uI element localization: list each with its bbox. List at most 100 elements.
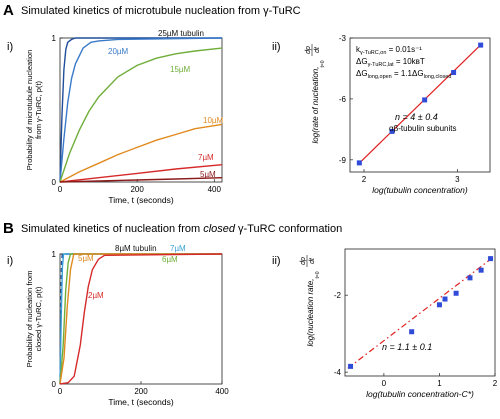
param-rest: = 0.01s⁻¹ [386, 45, 422, 54]
panel-b-title: Simulated kinetics of nucleation from cl… [21, 223, 342, 235]
series-line [59, 164, 223, 183]
series-line [59, 37, 223, 183]
y-tick-label: -9 [339, 156, 347, 165]
derivative-eval: t=0 [315, 271, 321, 278]
param-rest: = 1.1ΔG [392, 69, 424, 78]
data-point [389, 128, 395, 134]
plot-frame [344, 248, 496, 377]
derivative-numerator: dp [300, 257, 307, 265]
y-tick-label: -3 [339, 34, 347, 43]
x-tick-label: 400 [215, 387, 229, 396]
series-line [59, 253, 223, 385]
param-rest: = 10kʙT [394, 57, 425, 66]
y-axis-label: Probability of microtubule nucleationfro… [25, 50, 43, 170]
data-point [467, 275, 473, 281]
data-point [451, 70, 457, 76]
fit-annotation: n = 1.1 ± 0.1 [382, 342, 432, 352]
param-main: k [356, 45, 361, 54]
param-subscript-2: long,closed [424, 74, 452, 80]
series-line [59, 47, 223, 183]
param-subscript: γ-TuRC,on [360, 50, 386, 56]
derivative-numerator: dp [305, 46, 312, 54]
derivative-denominator: dt [309, 257, 316, 264]
series-label: 2µM [88, 291, 104, 300]
y-axis-label-line1: Probability of microtubule nucleation [25, 50, 34, 170]
series-label: 7µM [170, 244, 186, 253]
series-line [59, 253, 222, 385]
series-line [59, 123, 223, 183]
series-line [59, 253, 222, 385]
x-axis-label: Time, t (seconds) [108, 397, 174, 407]
x-tick-label: 200 [134, 387, 148, 396]
x-tick-label: 2 [362, 175, 367, 184]
y-axis-label-line2: closed γ-TuRC, p(t) [34, 286, 43, 351]
param-text: kγ-TuRC,on = 0.01s⁻¹ [356, 45, 422, 56]
y-axis-derivative: dp dt t=0 [300, 255, 321, 279]
x-tick-label: 0 [58, 387, 63, 396]
fit-line [347, 256, 495, 369]
param-text: ΔGγ-TuRC,lat = 10kʙT [356, 57, 425, 68]
data-point [409, 329, 415, 335]
series-label: 25µM tubulin [158, 29, 204, 38]
derivative-denominator: dt [314, 46, 321, 53]
chart-label: ii) [272, 41, 281, 53]
derivative-eval: t=0 [320, 60, 326, 67]
x-axis-label: log(tubulin concentration) [372, 185, 468, 195]
x-tick-label: 200 [130, 185, 144, 194]
panel-a-title: Simulated kinetics of microtubule nuclea… [21, 5, 301, 17]
series-label: 20µM [108, 47, 129, 56]
chart-label: i) [7, 41, 13, 53]
x-tick-label: 2 [493, 379, 498, 388]
series-line [59, 253, 222, 385]
chart-A-i: i) 0 200 400 0 1 Time, t (seconds) Probability … [7, 29, 224, 205]
plot-frame [59, 253, 223, 385]
series-line [59, 253, 222, 385]
panel-a-letter: A [3, 2, 14, 19]
y-tick-label: 1 [52, 34, 57, 43]
data-point [453, 290, 459, 296]
series-label: 5µM [78, 254, 94, 263]
panel-b-letter: B [3, 220, 14, 237]
data-point [478, 267, 484, 273]
panel-b-title-end: γ-TuRC conformation [235, 223, 342, 235]
x-axis-label: log(tubulin concentration-C*) [366, 389, 474, 399]
data-point [442, 296, 448, 302]
y-tick-label: -2 [334, 291, 342, 300]
series-label: 10µM [203, 116, 224, 125]
y-axis-label-line2: from γ-TuRC, p(t) [34, 80, 43, 139]
panel-b-title-start: Simulated kinetics of nucleation from [21, 223, 203, 235]
data-point [348, 363, 354, 369]
fit-line [357, 42, 483, 166]
param-text: ΔGlong,open = 1.1ΔGlong,closed [356, 69, 451, 80]
fit-annotation: n = 4 ± 0.4 [395, 112, 438, 122]
charts-layer: i) 0 200 400 0 1 Time, t (seconds) Probability … [7, 29, 498, 407]
y-tick-label: -4 [334, 368, 342, 377]
y-tick-label: 1 [52, 250, 57, 259]
x-tick-label: 0 [382, 379, 387, 388]
chart-label: ii) [272, 255, 281, 267]
y-axis-label: Probability of nucleation fromclosed γ-T… [25, 271, 43, 368]
fit-annotation-2: αβ-tubulin subunits [389, 124, 456, 133]
x-tick-label: 3 [455, 175, 460, 184]
data-point [436, 302, 442, 308]
param-subscript: long,open [368, 74, 392, 80]
data-point [488, 256, 494, 262]
chart-B-i: i) 0 200 400 0 1 Time, t (seconds) Probability … [7, 244, 229, 407]
chart-label: i) [7, 255, 13, 267]
chart-A-ii: ii) 2 3 -3 -6 -9 log(tubulin concentration) log… [272, 34, 491, 195]
y-axis-label-line1: Probability of nucleation from [25, 271, 34, 368]
x-tick-label: 400 [208, 185, 222, 194]
x-axis-label: Time, t (seconds) [108, 195, 174, 205]
param-subscript: γ-TuRC,lat [368, 62, 395, 68]
param-main: ΔG [356, 69, 368, 78]
series-line [59, 177, 223, 183]
y-axis-label: log(nucleation rate, [306, 278, 315, 346]
x-tick-label: 1 [437, 379, 442, 388]
series-line [59, 37, 222, 183]
y-tick-label: 0 [52, 178, 57, 187]
y-axis-label: log(rate of nucleation, [311, 67, 320, 144]
series-label: 6µM [162, 255, 178, 264]
data-point [478, 42, 484, 48]
series-label: 8µM tubulin [115, 244, 157, 253]
